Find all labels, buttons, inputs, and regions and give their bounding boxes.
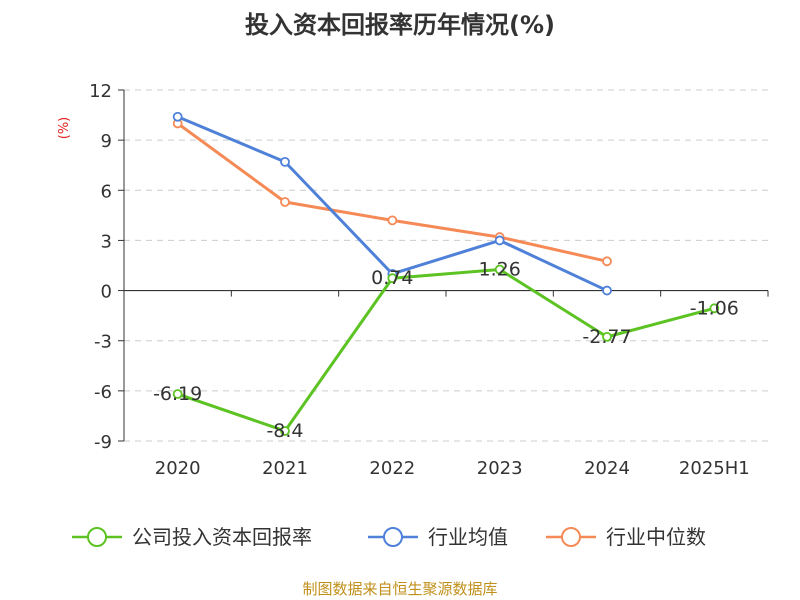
data-point bbox=[172, 111, 183, 122]
data-label: -2.77 bbox=[582, 326, 631, 348]
data-label: -1.06 bbox=[690, 297, 739, 319]
data-point bbox=[387, 273, 398, 284]
data-label: 1.26 bbox=[479, 259, 521, 281]
legend-label: 行业中位数 bbox=[606, 525, 706, 549]
data-point bbox=[602, 331, 612, 342]
legend-label: 公司投入资本回报率 bbox=[132, 525, 312, 549]
series-line bbox=[177, 115, 608, 292]
x-tick-label: 2021 bbox=[262, 458, 308, 479]
series-lines bbox=[172, 111, 720, 436]
y-axis-unit: (%) bbox=[57, 117, 72, 140]
data-point bbox=[494, 264, 505, 275]
source-note: 制图数据来自恒生聚源数据库 bbox=[302, 580, 497, 598]
y-tick-label: 6 bbox=[101, 181, 112, 202]
x-tick-label: 2020 bbox=[155, 458, 201, 479]
data-point bbox=[280, 156, 290, 167]
y-tick-label: 9 bbox=[101, 131, 112, 152]
data-label: 0.74 bbox=[371, 267, 413, 289]
y-tick-label: -9 bbox=[94, 432, 112, 453]
data-labels: -6.19 -8.4 0.74 1.26 -2.77 -1.06 bbox=[153, 259, 739, 442]
y-tick-label: -3 bbox=[94, 332, 112, 353]
y-tick-label: 12 bbox=[89, 81, 112, 102]
series-line bbox=[177, 268, 715, 433]
legend: 公司投入资本回报率 行业均值 行业中位数 bbox=[72, 525, 706, 549]
x-tick-label: 2025H1 bbox=[679, 458, 750, 479]
y-tick-label: 0 bbox=[101, 282, 112, 303]
data-point bbox=[602, 285, 612, 296]
data-label: -8.4 bbox=[266, 420, 303, 442]
data-point bbox=[172, 389, 183, 399]
x-tick-label: 2023 bbox=[477, 458, 523, 479]
chart-title: 投入资本回报率历年情况(%) bbox=[245, 11, 555, 39]
legend-marker bbox=[383, 527, 403, 547]
data-point bbox=[494, 235, 505, 246]
data-point bbox=[280, 197, 290, 207]
data-point bbox=[709, 303, 720, 314]
y-tick-label: -6 bbox=[94, 382, 112, 403]
data-label: -6.19 bbox=[153, 383, 202, 405]
data-point bbox=[602, 256, 612, 267]
data-point bbox=[280, 426, 290, 436]
y-tick-label: 3 bbox=[101, 231, 112, 252]
legend-marker bbox=[87, 527, 107, 547]
data-point bbox=[387, 215, 398, 226]
axes: 12 9 6 3 0 -3 -6 -9 2020 2021 2022 2023 2024 2025H1 bbox=[89, 81, 769, 479]
legend-label: 行业均值 bbox=[428, 525, 508, 549]
legend-marker bbox=[561, 527, 581, 547]
x-tick-label: 2022 bbox=[369, 458, 415, 479]
grid-lines bbox=[124, 89, 768, 442]
x-tick-label: 2024 bbox=[584, 458, 630, 479]
